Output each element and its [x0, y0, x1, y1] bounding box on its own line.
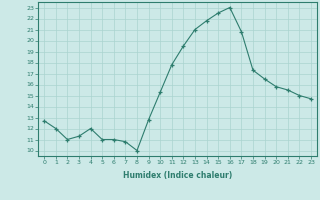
- X-axis label: Humidex (Indice chaleur): Humidex (Indice chaleur): [123, 171, 232, 180]
